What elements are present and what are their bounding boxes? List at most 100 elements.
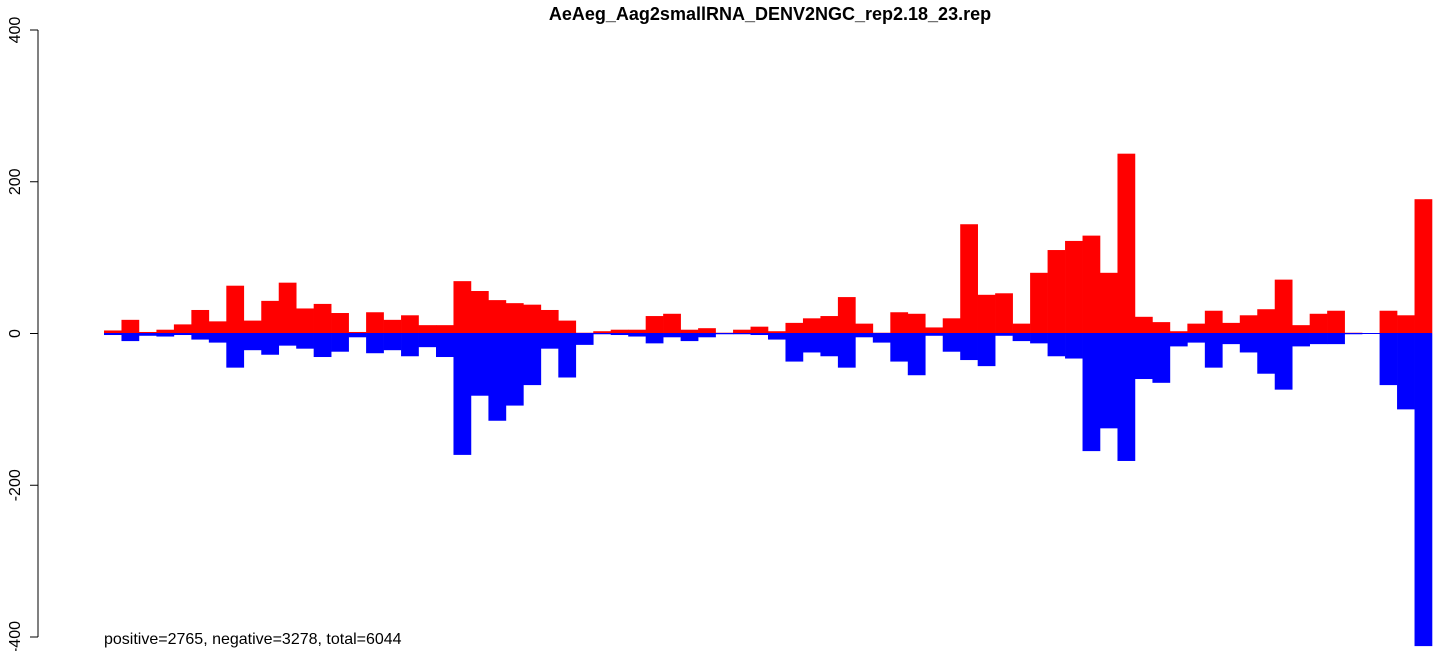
bar [1222,333,1241,345]
bar [977,294,996,334]
bar [1117,153,1136,334]
bar [802,333,821,353]
bar [121,333,140,342]
bar [802,318,821,334]
bar [1397,315,1415,334]
y-tick-label: 400 [7,17,24,44]
bar [523,333,542,386]
bar [1292,333,1310,347]
bar [785,333,804,362]
bar [173,324,192,334]
bar [872,333,891,343]
bar [1379,310,1398,334]
bar [785,322,804,334]
bar [907,333,926,376]
bar [208,321,227,334]
bar [1082,333,1101,452]
bar [680,333,699,342]
bar [296,333,314,349]
bar [1327,333,1345,345]
bar [1100,333,1118,429]
bar [226,333,245,368]
bar [942,318,961,334]
bar [855,323,874,334]
bar [960,333,978,361]
bar [663,333,681,338]
bar [383,333,402,351]
bar [104,333,122,336]
bar [558,333,577,378]
bar [470,291,489,334]
bar [278,282,297,334]
bar [1397,333,1415,410]
bar [418,325,437,334]
bar [733,329,751,334]
bar [313,303,332,334]
bar [645,316,664,334]
y-tick-label: 0 [7,329,24,338]
bar [121,319,140,334]
bar [1187,323,1206,334]
bar [995,293,1013,334]
bar [1082,235,1101,334]
bar [313,333,332,358]
bar [436,325,454,334]
bar [1379,333,1398,386]
bar [505,303,524,334]
bar [138,331,157,334]
bar [401,315,419,334]
bar [1152,333,1171,383]
bar [383,319,402,334]
bar [243,333,262,351]
bar [191,309,210,334]
bar [907,313,926,334]
bar [1187,333,1206,343]
bar [331,333,349,352]
bar [575,333,594,345]
bar [436,333,454,358]
annotation: positive=2765, negative=3278, total=6044 [104,631,402,648]
bar [156,333,175,337]
bar [523,304,542,334]
bar [1257,333,1276,374]
bar [1030,272,1048,334]
bar [1414,333,1433,647]
bar [593,331,612,334]
bar [750,333,769,336]
bar [1309,333,1328,345]
bar [278,333,297,346]
bar [977,333,996,367]
bar [1274,279,1293,334]
bar [645,333,664,344]
bar [1030,333,1048,344]
bar [995,333,1013,336]
bar [348,333,367,338]
bar [191,333,210,340]
bar [488,300,507,334]
bar [837,333,856,368]
bar [628,329,646,334]
bar [558,320,577,334]
y-tick-label: -400 [7,621,24,651]
bar [296,308,314,334]
bar [628,333,646,337]
bar [1047,250,1066,334]
bar [1239,333,1258,353]
bar [890,312,909,334]
bar [1292,325,1310,334]
bar [1047,333,1066,357]
bar [226,285,245,334]
bar [855,333,874,338]
bar [156,329,175,334]
bar [1012,323,1031,334]
bar [261,333,280,355]
bar [1257,309,1276,334]
bar [470,333,489,396]
bar [1065,240,1083,334]
bar [698,328,716,334]
bar [925,333,944,336]
bar [1414,199,1433,334]
bar [942,333,961,352]
bar [1152,322,1171,334]
